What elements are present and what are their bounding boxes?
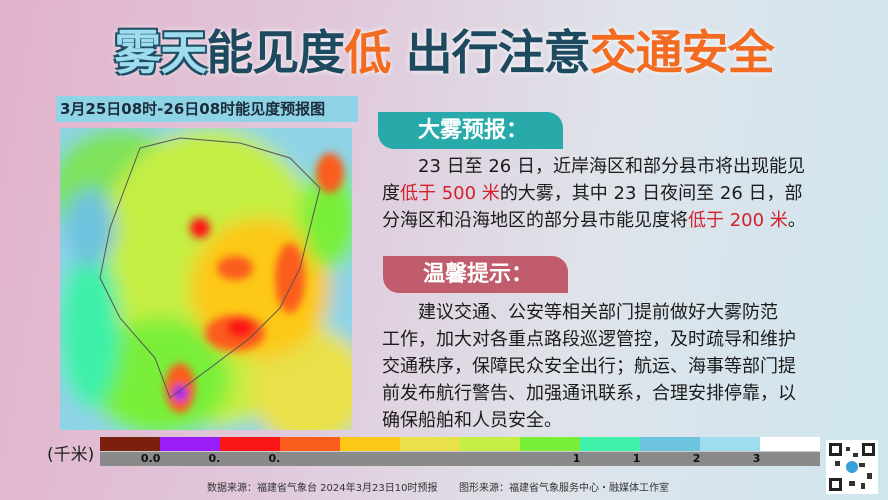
legend-swatch: 30 [700, 437, 768, 466]
legend-swatch: 5 [460, 437, 528, 466]
qr-code-icon [829, 443, 875, 491]
highlight-text: 低于 500 米 [400, 183, 500, 204]
data-source: 数据来源：福建省气象台 2024年3月23日10时预报 [207, 483, 438, 494]
visibility-legend: 0.050.20.5123510152030 [100, 437, 820, 466]
legend-swatch: 0.2 [160, 437, 228, 466]
legend-swatch [760, 437, 820, 466]
title-fog: 雾天 [114, 26, 207, 81]
tips-line: 前发布航行警告、加强通讯联系，合理安排停靠，以 [382, 383, 796, 404]
legend-swatch: 15 [580, 437, 648, 466]
text-segment: 。 [787, 210, 806, 231]
legend-swatch: 1 [280, 437, 348, 466]
legend-swatch: 3 [400, 437, 468, 466]
title-visibility: 能见度 [206, 26, 345, 81]
title-low: 低 [344, 26, 391, 81]
tips-text: 建议交通、公安等相关部门提前做好大雾防范工作，加大对各重点路段巡逻管控，及时疏导… [382, 299, 852, 434]
forecast-line: 23 日至 26 日，近岸海区和部分县市将出现能见 [382, 153, 852, 180]
forecast-line: 度低于 500 米的大雾，其中 23 日夜间至 26 日，部 [382, 180, 852, 207]
legend-swatch: 20 [640, 437, 708, 466]
title-travel: 出行注意 [390, 26, 591, 81]
legend-swatch: 10 [520, 437, 588, 466]
legend-swatch: 2 [340, 437, 408, 466]
fog-forecast-text: 23 日至 26 日，近岸海区和部分县市将出现能见 度低于 500 米的大雾，其中… [382, 153, 852, 234]
tips-heading: 温馨提示： [383, 256, 568, 293]
legend-unit: (千米) [47, 445, 95, 465]
text-segment: 分海区和沿海地区的部分县市能见度将 [382, 210, 688, 231]
map-label: 3月25日08时-26日08时能见度预报图 [56, 96, 358, 122]
graphic-source: 图形来源：福建省气象服务中心・融媒体工作室 [459, 483, 669, 494]
legend-swatch: 0.05 [100, 437, 168, 466]
visibility-map [60, 128, 352, 430]
text-segment: 23 日至 26 日，近岸海区和部分县市将出现能见 [418, 156, 805, 177]
fog-forecast-heading: 大雾预报： [378, 112, 563, 149]
map-image [60, 128, 352, 430]
qr-code[interactable] [826, 440, 878, 494]
tips-line: 确保船舶和人员安全。 [382, 410, 562, 431]
tips-line: 工作，加大对各重点路段巡逻管控，及时疏导和维护 [382, 329, 796, 350]
tips-line: 交通秩序，保障民众安全出行；航运、海事等部门提 [382, 356, 796, 377]
legend-swatch: 0.5 [220, 437, 288, 466]
forecast-line: 分海区和沿海地区的部分县市能见度将低于 200 米。 [382, 207, 852, 234]
title-safety: 交通安全 [589, 26, 775, 81]
text-segment: 度 [382, 183, 400, 204]
tips-line: 建议交通、公安等相关部门提前做好大雾防范 [418, 302, 778, 323]
highlight-text: 低于 200 米 [688, 210, 788, 231]
page-title: 雾天能见度低 出行注意交通安全 [0, 14, 888, 83]
text-segment: 的大雾，其中 23 日夜间至 26 日，部 [499, 183, 803, 204]
